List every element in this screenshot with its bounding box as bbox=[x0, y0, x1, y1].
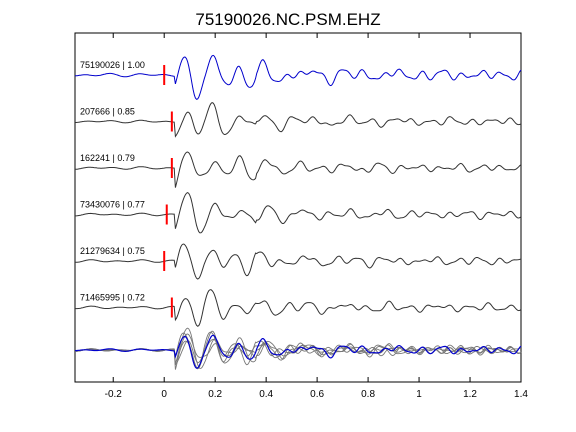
picks-group bbox=[163, 65, 173, 318]
trace-line bbox=[75, 151, 522, 188]
traces-group bbox=[74, 54, 522, 370]
trace-labels-group: 75190026 | 1.00 207666 | 0.85 162241 | 0.7… bbox=[80, 60, 145, 303]
x-tick-label: 0.4 bbox=[259, 389, 273, 400]
trace-line bbox=[75, 243, 522, 280]
stack-master-trace bbox=[74, 334, 522, 369]
x-tick-label: 0.8 bbox=[361, 389, 375, 400]
trace-label: 207666 | 0.85 bbox=[80, 107, 135, 117]
trace-label: 21279634 | 0.75 bbox=[80, 246, 145, 256]
x-tick-label: 0 bbox=[161, 389, 167, 400]
plot-area bbox=[74, 32, 522, 383]
trace-line bbox=[74, 102, 522, 138]
x-tick-label: 0.6 bbox=[310, 389, 324, 400]
trace-label: 75190026 | 1.00 bbox=[80, 60, 145, 70]
trace-label: 162241 | 0.79 bbox=[80, 153, 135, 163]
x-tick-label: 0.2 bbox=[208, 389, 222, 400]
x-axis: -0.2 0 0.2 0.4 0.6 0.8 1 1.2 1.4 bbox=[105, 33, 528, 400]
x-tick-label: 1 bbox=[416, 389, 422, 400]
trace-line bbox=[75, 192, 522, 234]
trace-line bbox=[74, 289, 522, 327]
trace-label: 71465995 | 0.72 bbox=[80, 293, 145, 303]
trace-line bbox=[74, 54, 522, 100]
x-tick-label: 1.4 bbox=[514, 389, 528, 400]
x-tick-label: -0.2 bbox=[105, 389, 123, 400]
chart-title: 75190026.NC.PSM.EHZ bbox=[195, 10, 380, 29]
x-tick-label: 1.2 bbox=[463, 389, 477, 400]
trace-label: 73430076 | 0.77 bbox=[80, 200, 145, 210]
